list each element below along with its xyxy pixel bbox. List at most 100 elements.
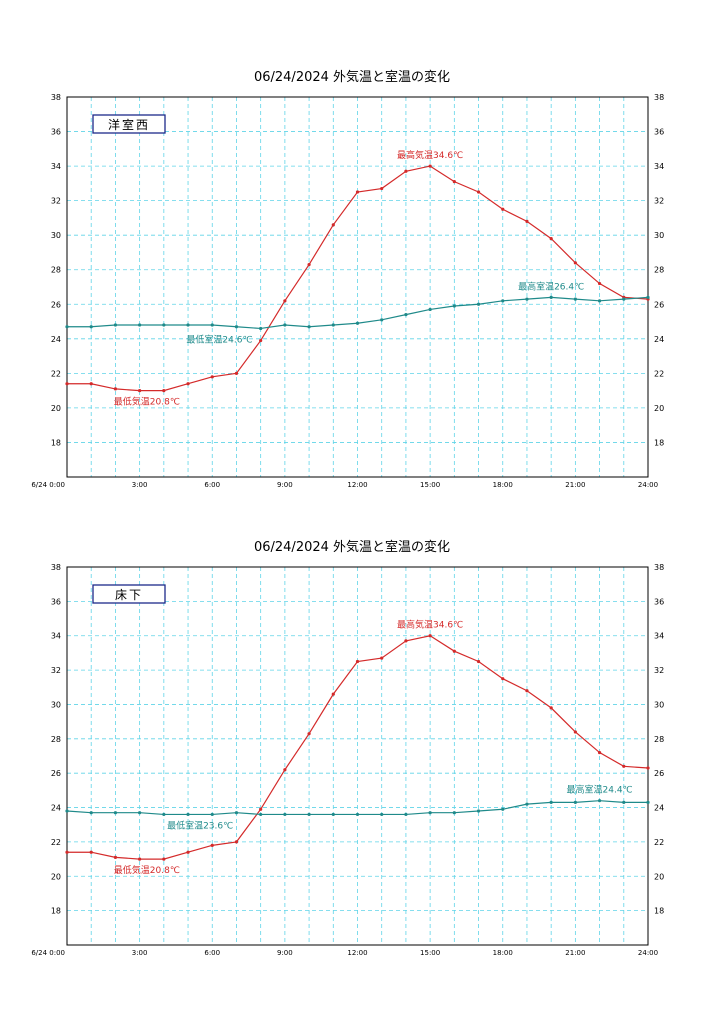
y-tick-label-left: 30 bbox=[51, 231, 61, 240]
y-tick-label-left: 26 bbox=[51, 769, 61, 778]
data-point-outdoor bbox=[138, 389, 142, 393]
y-tick-label-right: 20 bbox=[654, 872, 664, 881]
data-point-underfloor bbox=[65, 809, 69, 813]
y-tick-label-right: 18 bbox=[654, 907, 664, 916]
data-point-outdoor bbox=[597, 281, 602, 286]
y-tick-label-right: 34 bbox=[654, 632, 664, 641]
chart-title: 06/24/2024 外気温と室温の変化 bbox=[254, 69, 450, 85]
annotation-label: 最高気温34.6℃ bbox=[397, 149, 463, 161]
y-tick-label-left: 32 bbox=[51, 666, 61, 675]
location-label-box bbox=[92, 584, 166, 604]
data-point-outdoor bbox=[428, 634, 432, 638]
y-tick-label-right: 28 bbox=[654, 735, 664, 744]
data-point-outdoor bbox=[186, 382, 190, 386]
annotation-label: 最低室温24.6℃ bbox=[186, 333, 252, 345]
data-point-outdoor bbox=[113, 387, 118, 391]
data-point-outdoor bbox=[89, 382, 93, 386]
data-point-underfloor bbox=[307, 812, 311, 817]
data-point-outdoor bbox=[331, 223, 335, 227]
data-point-outdoor bbox=[307, 262, 311, 267]
y-tick-label-right: 24 bbox=[654, 804, 664, 813]
data-point-underfloor bbox=[283, 812, 287, 817]
data-point-outdoor bbox=[307, 732, 311, 736]
data-point-underfloor bbox=[259, 812, 263, 817]
data-point-outdoor bbox=[452, 649, 456, 653]
data-point-underfloor bbox=[331, 812, 335, 817]
y-tick-label-right: 26 bbox=[654, 300, 664, 309]
chart-1: 06/24/2024 外気温と室温の変化 18 18 20 20 22 22 24 24 26 26… bbox=[31, 69, 664, 489]
data-point-underfloor bbox=[476, 809, 481, 813]
data-point-underfloor bbox=[597, 799, 602, 803]
data-point-outdoor bbox=[162, 389, 166, 393]
y-tick-label-left: 22 bbox=[51, 369, 61, 378]
x-tick-label: 12:00 bbox=[347, 949, 367, 957]
x-tick-label: 6:00 bbox=[204, 949, 220, 957]
data-point-indoor bbox=[210, 323, 214, 327]
y-tick-label-right: 24 bbox=[654, 335, 664, 344]
data-point-indoor bbox=[283, 323, 287, 327]
data-point-underfloor bbox=[525, 802, 529, 806]
data-point-outdoor bbox=[476, 190, 481, 194]
y-tick-label-left: 30 bbox=[51, 700, 61, 709]
data-point-outdoor bbox=[210, 375, 214, 379]
y-tick-label-left: 20 bbox=[51, 404, 61, 413]
data-point-outdoor bbox=[380, 186, 384, 191]
y-tick-label-left: 26 bbox=[51, 300, 61, 309]
y-tick-label-right: 30 bbox=[654, 700, 664, 709]
data-point-outdoor bbox=[138, 857, 142, 861]
y-tick-label-right: 32 bbox=[654, 197, 664, 206]
y-tick-label-right: 28 bbox=[654, 266, 664, 275]
plot-frame bbox=[66, 96, 649, 478]
y-tick-label-left: 28 bbox=[51, 735, 61, 744]
annotation-label: 最低気温20.8℃ bbox=[114, 864, 180, 876]
data-point-outdoor bbox=[525, 219, 529, 223]
data-point-outdoor bbox=[234, 840, 239, 844]
data-point-outdoor bbox=[89, 850, 93, 854]
data-point-indoor bbox=[428, 307, 432, 312]
data-point-outdoor bbox=[65, 850, 69, 854]
x-tick-label: 9:00 bbox=[277, 949, 293, 957]
data-point-outdoor bbox=[283, 768, 287, 772]
data-point-outdoor bbox=[476, 659, 481, 664]
data-point-outdoor bbox=[355, 190, 360, 194]
data-point-underfloor bbox=[573, 800, 577, 804]
chart-2: 06/24/2024 外気温と室温の変化 18 18 20 20 22 22 24 24 26 26… bbox=[31, 539, 664, 957]
data-point-underfloor bbox=[428, 811, 432, 815]
data-point-underfloor bbox=[138, 811, 142, 815]
data-point-underfloor bbox=[355, 812, 360, 817]
annotation-label: 最低室温23.6℃ bbox=[167, 819, 233, 831]
data-point-indoor bbox=[525, 297, 529, 301]
data-point-underfloor bbox=[162, 812, 166, 817]
y-tick-label-right: 32 bbox=[654, 666, 664, 675]
data-point-indoor bbox=[89, 325, 93, 329]
data-point-underfloor bbox=[89, 811, 93, 815]
plot-frame bbox=[66, 566, 649, 946]
data-point-underfloor bbox=[549, 800, 553, 804]
y-tick-label-right: 30 bbox=[654, 231, 664, 240]
data-point-indoor bbox=[331, 323, 335, 327]
y-tick-label-left: 28 bbox=[51, 266, 61, 275]
x-tick-label: 3:00 bbox=[132, 949, 148, 957]
x-tick-label: 24:00 bbox=[638, 949, 658, 957]
data-point-outdoor bbox=[501, 207, 505, 211]
y-tick-label-right: 38 bbox=[654, 563, 664, 572]
data-point-underfloor bbox=[113, 811, 118, 815]
annotation-label: 最高室温24.4℃ bbox=[567, 784, 633, 796]
data-point-underfloor bbox=[646, 800, 650, 804]
data-point-indoor bbox=[380, 318, 384, 322]
data-point-outdoor bbox=[549, 237, 553, 241]
data-point-indoor bbox=[549, 295, 553, 299]
data-point-indoor bbox=[186, 323, 190, 327]
data-point-indoor bbox=[597, 299, 602, 303]
y-tick-label-right: 22 bbox=[654, 369, 664, 378]
data-point-outdoor bbox=[501, 677, 505, 681]
series-line-outdoor bbox=[67, 635, 649, 860]
x-tick-label: 9:00 bbox=[277, 481, 293, 489]
x-tick-label: 3:00 bbox=[132, 481, 148, 489]
x-start-label: 6/24 0:00 bbox=[31, 949, 65, 957]
chart-title: 06/24/2024 外気温と室温の変化 bbox=[254, 539, 450, 555]
data-point-indoor bbox=[259, 326, 263, 331]
data-point-indoor bbox=[452, 304, 456, 308]
data-point-indoor bbox=[501, 299, 505, 303]
